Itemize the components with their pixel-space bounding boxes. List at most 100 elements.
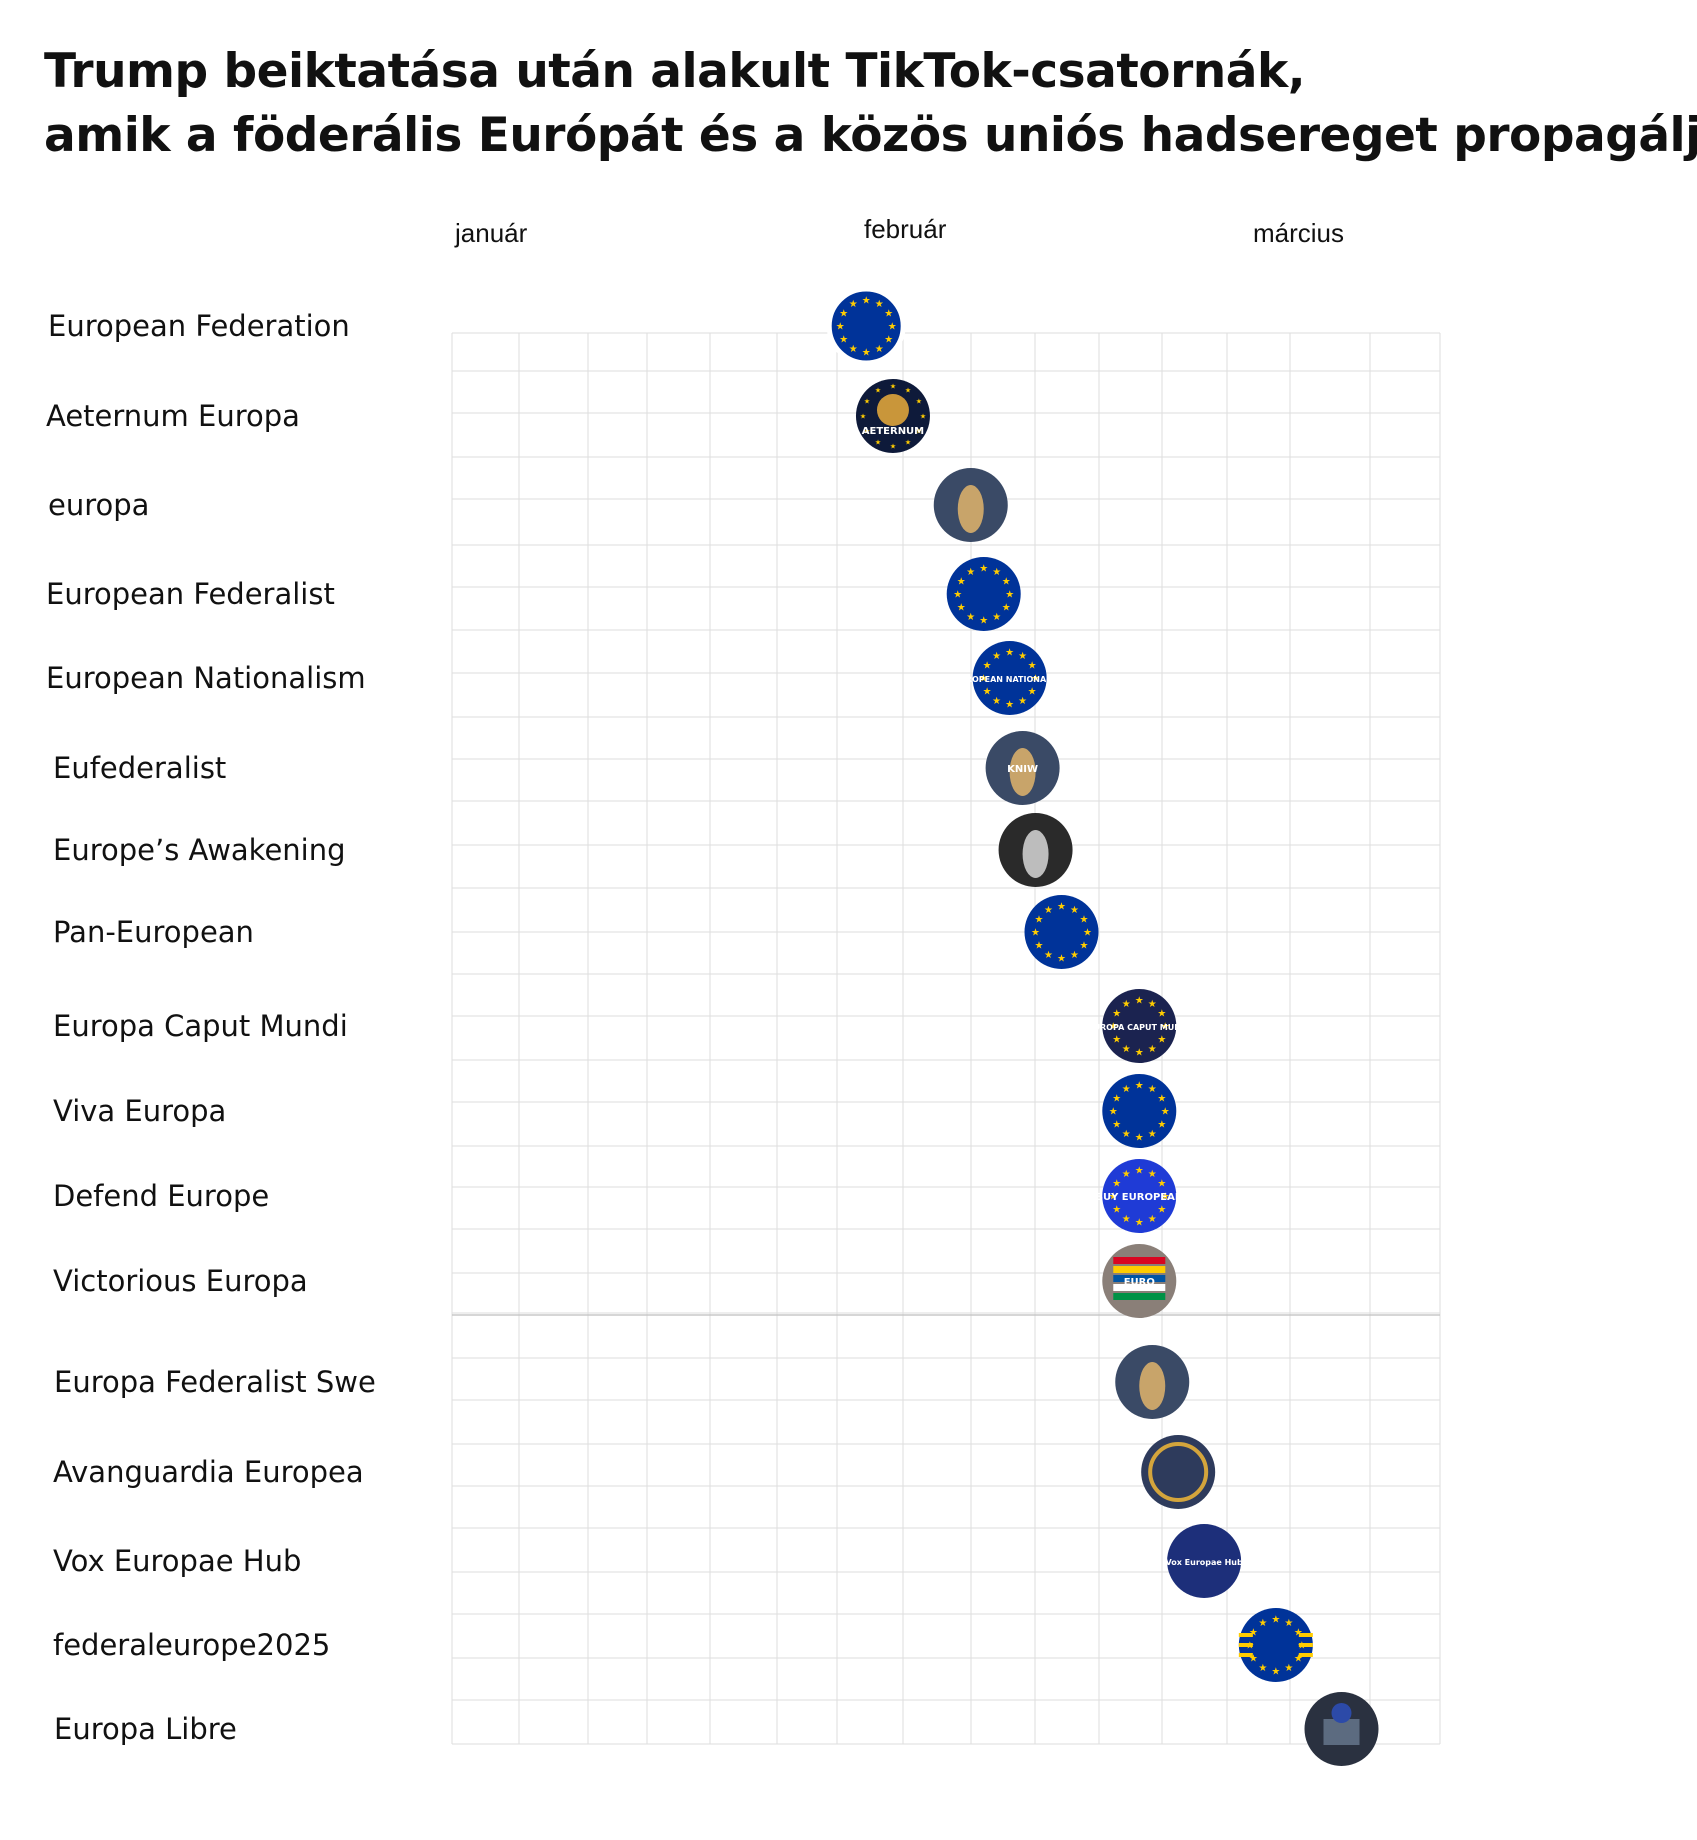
star-icon: ★ <box>1148 1129 1157 1140</box>
star-icon: ★ <box>1157 1120 1166 1131</box>
star-icon: ★ <box>916 427 922 435</box>
month-label-march: március <box>1253 218 1345 248</box>
star-icon: ★ <box>992 696 1001 707</box>
star-icon: ★ <box>1034 915 1043 926</box>
star-icon: ★ <box>839 309 848 320</box>
avatar-badge-text: EUROPEAN NATIONALIST <box>954 675 1066 684</box>
figure-icon <box>1009 748 1036 796</box>
star-icon: ★ <box>836 322 845 333</box>
star-icon: ★ <box>1109 1192 1118 1203</box>
star-icon: ★ <box>957 577 966 588</box>
star-icon: ★ <box>1080 941 1089 952</box>
star-icon: ★ <box>1148 1084 1157 1095</box>
month-label-february: február <box>864 214 947 244</box>
star-icon: ★ <box>983 687 992 698</box>
star-icon: ★ <box>1112 1179 1121 1190</box>
star-icon: ★ <box>1157 1035 1166 1046</box>
star-icon: ★ <box>1112 1009 1121 1020</box>
star-icon: ★ <box>849 299 858 310</box>
star-icon: ★ <box>905 438 911 446</box>
star-icon: ★ <box>1002 577 1011 588</box>
avatar-badge-text: EURO <box>1124 1277 1155 1288</box>
avatar-badge-text: KNIW <box>1007 764 1038 775</box>
star-icon: ★ <box>1271 1615 1280 1626</box>
eu-flag-icon <box>829 289 904 363</box>
channel-avatar: ★★★★★★★★★★★★AETERNUM <box>855 379 930 453</box>
channel-label: Europa Caput Mundi <box>53 1009 348 1043</box>
eu-flag-icon <box>1024 895 1099 969</box>
star-icon: ★ <box>953 590 962 601</box>
star-icon: ★ <box>1148 1214 1157 1225</box>
channel-label: Aeternum Europa <box>46 399 300 433</box>
star-icon: ★ <box>1031 674 1040 685</box>
flag-stripe-icon <box>1113 1266 1166 1273</box>
star-icon: ★ <box>864 427 870 435</box>
avatar-badge-text: EUROPA CAPUT MUNDI <box>1088 1023 1190 1032</box>
stripe-icon <box>1238 1633 1253 1637</box>
star-icon: ★ <box>1112 1035 1121 1046</box>
star-icon: ★ <box>1294 1628 1303 1639</box>
channel-label: Pan-European <box>53 915 254 949</box>
star-icon: ★ <box>1005 590 1014 601</box>
channel-avatar: ★★★★★★★★★★★★ <box>1024 895 1099 969</box>
channel-label: European Nationalism <box>46 661 366 695</box>
channel-avatar <box>1304 1692 1379 1766</box>
channel-avatar <box>1115 1345 1190 1419</box>
star-icon: ★ <box>1135 996 1144 1007</box>
channel-avatar: KNIW <box>985 731 1060 805</box>
stripe-icon <box>1238 1643 1253 1647</box>
emblem-ring-icon <box>1148 1442 1209 1502</box>
title-line-1: Trump beiktatása után alakult TikTok-csa… <box>44 44 1306 99</box>
channel-avatar: ★★★★★★★★★ ★ ★★EUROPEAN NATIONALIST <box>954 641 1066 715</box>
star-icon: ★ <box>1002 603 1011 614</box>
star-icon: ★ <box>860 412 866 420</box>
channel-avatar: ★★★★★★★★★ ★ ★★EUROPA CAPUT MUNDI <box>1088 989 1191 1063</box>
star-icon: ★ <box>884 335 893 346</box>
eu-flag-icon <box>1102 1159 1177 1233</box>
star-icon: ★ <box>1112 1094 1121 1105</box>
star-icon: ★ <box>1161 1192 1170 1203</box>
emblem-icon <box>1141 1435 1216 1509</box>
flag-stripe-icon <box>1113 1293 1166 1300</box>
star-icon: ★ <box>1157 1094 1166 1105</box>
star-icon: ★ <box>1258 1618 1267 1629</box>
channel-label: Vox Europae Hub <box>53 1544 302 1578</box>
star-icon: ★ <box>1028 687 1037 698</box>
stripe-icon <box>1298 1633 1313 1637</box>
star-icon: ★ <box>1112 1205 1121 1216</box>
channel-label: European Federation <box>48 309 350 343</box>
eu-flag-icon <box>972 641 1047 715</box>
star-icon: ★ <box>979 564 988 575</box>
star-icon: ★ <box>888 322 897 333</box>
star-icon: ★ <box>992 612 1001 623</box>
channel-label: Europe’s Awakening <box>53 833 346 867</box>
star-icon: ★ <box>1249 1654 1258 1665</box>
chart-points: ★★★★★★★★★ ★ ★★★★★★★★★★★★★★AETERNUM★★★★★★★★… <box>826 286 1379 1766</box>
channel-label: Victorious Europa <box>53 1264 308 1298</box>
channel-label: Avanguardia Europea <box>53 1455 364 1489</box>
star-icon: ★ <box>1122 1214 1131 1225</box>
star-icon: ★ <box>862 296 871 307</box>
star-icon: ★ <box>1271 1667 1280 1678</box>
star-icon: ★ <box>1161 1107 1170 1118</box>
star-icon: ★ <box>1122 1169 1131 1180</box>
star-icon: ★ <box>849 344 858 355</box>
channel-label: Eufederalist <box>53 751 227 785</box>
channel-label: Defend Europe <box>53 1179 270 1213</box>
channel-label: federaleurope2025 <box>53 1628 331 1662</box>
star-icon: ★ <box>1122 1084 1131 1095</box>
star-icon: ★ <box>1135 1133 1144 1144</box>
star-icon: ★ <box>1018 651 1027 662</box>
channel-avatar: EURO <box>1102 1244 1177 1318</box>
stripe-icon <box>1238 1653 1253 1657</box>
star-icon: ★ <box>966 612 975 623</box>
channel-avatar: ★★★★★★★★★★★★ <box>946 557 1021 631</box>
star-icon: ★ <box>1161 1022 1170 1033</box>
eu-flag-icon <box>1238 1608 1313 1682</box>
channel-avatar: ★★★★★★★★★★★★ <box>1102 1074 1177 1148</box>
star-icon: ★ <box>905 386 911 394</box>
shield-icon <box>1331 1703 1352 1723</box>
hands-eu-flag-icon <box>946 557 1021 631</box>
star-icon: ★ <box>1135 1166 1144 1177</box>
